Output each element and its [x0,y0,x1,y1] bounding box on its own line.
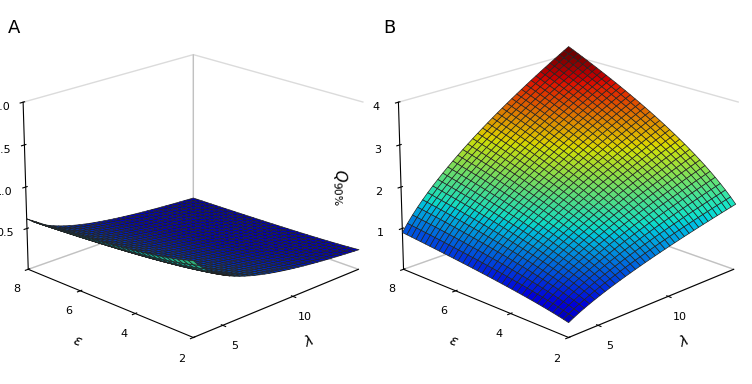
Y-axis label: $\epsilon$: $\epsilon$ [447,333,460,350]
Text: B: B [384,19,396,37]
Y-axis label: $\epsilon$: $\epsilon$ [71,333,85,350]
X-axis label: $\lambda$: $\lambda$ [677,333,691,350]
Text: A: A [8,19,20,37]
X-axis label: $\lambda$: $\lambda$ [302,333,316,350]
